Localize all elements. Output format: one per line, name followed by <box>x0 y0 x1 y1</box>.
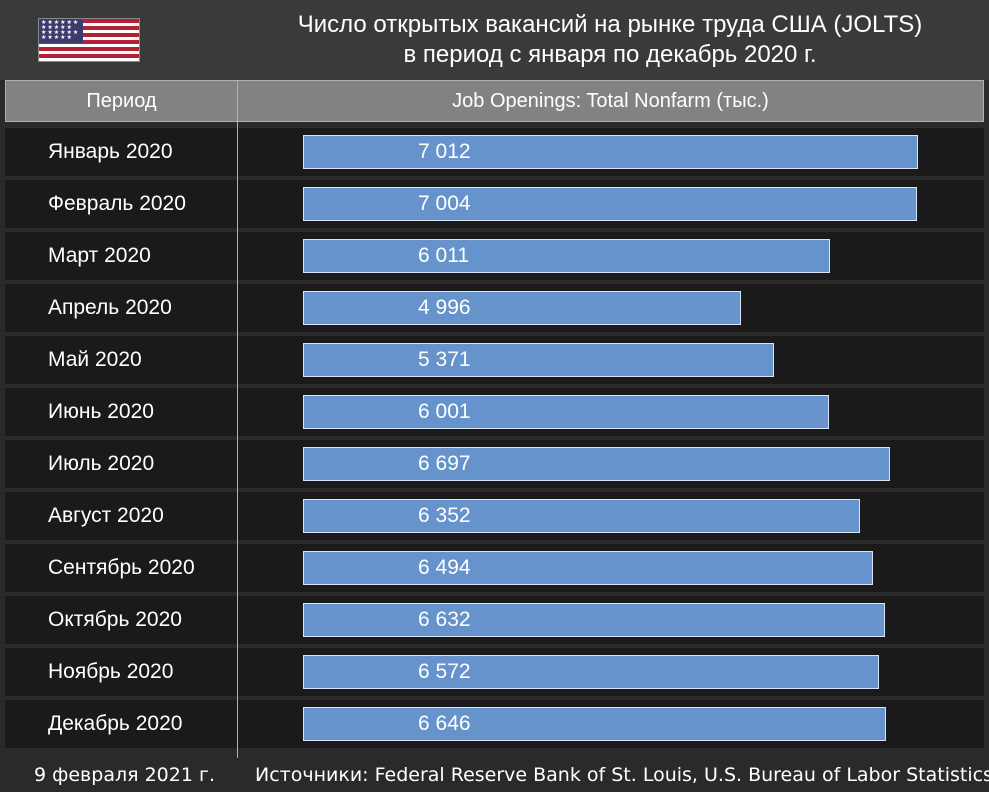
header: ★★★★★★ ★★★★★ ★★★★★★ ★★★★★ Число открытых ва… <box>0 0 989 80</box>
bar-track: 7 004 <box>237 180 984 228</box>
chart-row: Май 2020 5 371 <box>5 334 984 386</box>
bar <box>303 239 830 273</box>
category-label: Сентябрь 2020 <box>5 544 237 592</box>
bar-track: 6 011 <box>237 232 984 280</box>
bar-track: 5 371 <box>237 336 984 384</box>
value-label: 6 001 <box>418 400 471 423</box>
value-label: 6 572 <box>418 660 471 683</box>
bar-track: 6 697 <box>237 440 984 488</box>
bar-track: 6 646 <box>237 700 984 748</box>
bar <box>303 187 917 221</box>
category-label: Ноябрь 2020 <box>5 648 237 696</box>
chart-row: Июнь 2020 6 001 <box>5 386 984 438</box>
category-label: Май 2020 <box>5 336 237 384</box>
value-label: 4 996 <box>418 296 471 319</box>
bar-track: 6 352 <box>237 492 984 540</box>
chart-row: Апрель 2020 4 996 <box>5 282 984 334</box>
bar-track: 4 996 <box>237 284 984 332</box>
column-header-value: Job Openings: Total Nonfarm (тыс.) <box>237 80 984 122</box>
bar <box>303 499 860 533</box>
column-header-period: Период <box>5 80 237 122</box>
bar <box>303 551 873 585</box>
category-label: Июнь 2020 <box>5 388 237 436</box>
chart-row: Март 2020 6 011 <box>5 230 984 282</box>
us-flag-icon: ★★★★★★ ★★★★★ ★★★★★★ ★★★★★ <box>38 18 140 62</box>
category-label: Февраль 2020 <box>5 180 237 228</box>
value-label: 7 012 <box>418 140 471 163</box>
value-label: 6 011 <box>418 244 469 267</box>
chart-row: Декабрь 2020 6 646 <box>5 698 984 750</box>
category-label: Апрель 2020 <box>5 284 237 332</box>
bar <box>303 655 879 689</box>
value-label: 6 352 <box>418 504 471 527</box>
bar-track: 6 001 <box>237 388 984 436</box>
chart-row: Сентябрь 2020 6 494 <box>5 542 984 594</box>
title-line-1: Число открытых вакансий на рынке труда С… <box>297 11 923 38</box>
bar-track: 6 632 <box>237 596 984 644</box>
footer-sources: Источники: Federal Reserve Bank of St. L… <box>255 764 989 786</box>
value-label: 5 371 <box>418 348 471 371</box>
chart-row: Август 2020 6 352 <box>5 490 984 542</box>
chart-row: Октябрь 2020 6 632 <box>5 594 984 646</box>
chart-title: Число открытых вакансий на рынке труда С… <box>240 10 980 70</box>
value-label: 6 646 <box>418 712 471 735</box>
category-label: Октябрь 2020 <box>5 596 237 644</box>
value-label: 7 004 <box>418 192 471 215</box>
bar-track: 7 012 <box>237 128 984 176</box>
chart-row: Январь 2020 7 012 <box>5 126 984 178</box>
bar <box>303 291 741 325</box>
bar <box>303 343 774 377</box>
value-label: 6 632 <box>418 608 471 631</box>
bar <box>303 395 829 429</box>
column-divider <box>237 122 238 758</box>
category-label: Август 2020 <box>5 492 237 540</box>
bar <box>303 603 885 637</box>
bar-track: 6 572 <box>237 648 984 696</box>
value-label: 6 697 <box>418 452 471 475</box>
bar <box>303 135 918 169</box>
chart-rows: Январь 2020 7 012 Февраль 2020 7 004 Март 20… <box>5 126 984 750</box>
value-label: 6 494 <box>418 556 471 579</box>
category-label: Март 2020 <box>5 232 237 280</box>
bar <box>303 447 890 481</box>
bar <box>303 707 886 741</box>
chart-row: Февраль 2020 7 004 <box>5 178 984 230</box>
category-label: Январь 2020 <box>5 128 237 176</box>
category-label: Декабрь 2020 <box>5 700 237 748</box>
title-line-2: в период с января по декабрь 2020 г. <box>403 41 817 68</box>
chart-row: Июль 2020 6 697 <box>5 438 984 490</box>
footer-date: 9 февраля 2021 г. <box>34 764 215 786</box>
category-label: Июль 2020 <box>5 440 237 488</box>
bar-track: 6 494 <box>237 544 984 592</box>
chart-row: Ноябрь 2020 6 572 <box>5 646 984 698</box>
